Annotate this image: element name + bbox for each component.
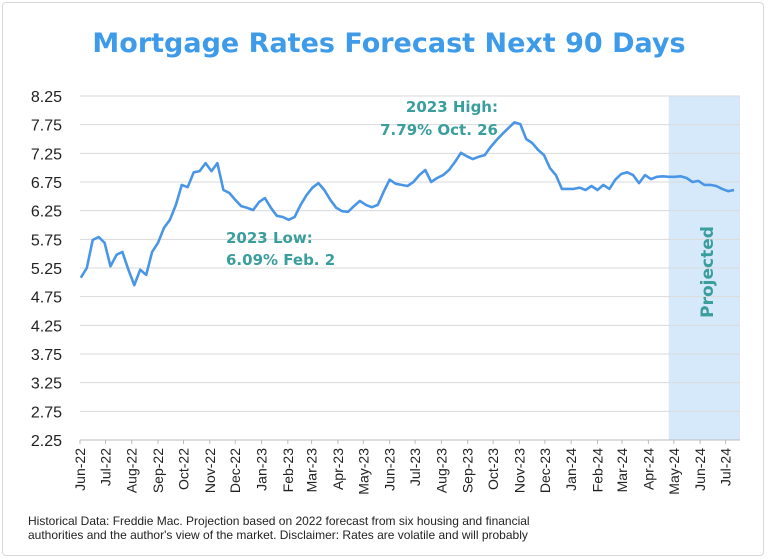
annotation-low-line2: 6.09% Feb. 2 (226, 251, 335, 269)
x-tick-label: Oct-22 (175, 448, 191, 490)
footer-line-2: authorities and the author's view of the… (28, 528, 528, 542)
x-tick-label: Jan-24 (563, 448, 579, 491)
x-tick-label: Feb-24 (589, 448, 605, 493)
chart-title: Mortgage Rates Forecast Next 90 Days (92, 28, 685, 59)
x-tick-label: Jun-23 (382, 448, 398, 491)
y-tick-label: 6.75 (31, 175, 62, 192)
x-tick-label: Nov-23 (511, 448, 527, 493)
y-tick-label: 5.75 (31, 232, 62, 249)
annotation-high-line2: 7.79% Oct. 26 (380, 121, 498, 139)
x-tick-label: Nov-22 (202, 448, 218, 493)
y-tick-label: 4.75 (31, 290, 62, 307)
annotation-low-line1: 2023 Low: (226, 229, 313, 247)
x-tick-label: Jun-24 (692, 448, 708, 491)
x-tick-label: May-23 (355, 448, 371, 495)
x-tick-label: Jul-23 (407, 448, 423, 486)
x-tick-label: Sep-22 (150, 448, 166, 493)
x-tick-label: May-24 (666, 448, 682, 495)
y-tick-label: 8.25 (31, 89, 62, 106)
y-tick-label: 2.75 (31, 404, 62, 421)
projected-label: Projected (698, 226, 718, 318)
x-tick-label: Dec-23 (537, 448, 553, 493)
x-tick-label: Jan-23 (254, 448, 270, 491)
y-tick-label: 6.25 (31, 204, 62, 221)
x-tick-label: Feb-23 (280, 448, 296, 493)
x-tick-label: Mar-23 (304, 448, 320, 493)
x-tick-label: Aug-22 (124, 448, 140, 493)
footer-line-1: Historical Data: Freddie Mac. Projection… (28, 514, 530, 528)
x-tick-label: Apr-23 (330, 448, 346, 490)
x-tick-label: Oct-23 (485, 448, 501, 490)
x-tick-label: Apr-24 (640, 448, 656, 490)
x-tick-label: Sep-23 (460, 448, 476, 493)
annotation-high-line1: 2023 High: (406, 98, 498, 116)
y-tick-label: 7.75 (31, 118, 62, 135)
y-tick-label: 2.25 (31, 433, 62, 450)
y-tick-label: 5.25 (31, 261, 62, 278)
x-tick-label: Aug-23 (433, 448, 449, 493)
x-tick-label: Jul-22 (97, 448, 113, 486)
x-tick-label: Mar-24 (614, 448, 630, 493)
series-line (79, 121, 735, 287)
x-tick-label: Jul-24 (718, 448, 734, 486)
y-tick-label: 3.25 (31, 376, 62, 393)
y-tick-label: 3.75 (31, 347, 62, 364)
y-tick-label: 4.25 (31, 318, 62, 335)
x-tick-label: Dec-22 (227, 448, 243, 493)
y-tick-label: 7.25 (31, 146, 62, 163)
x-tick-label: Jun-22 (72, 448, 88, 491)
